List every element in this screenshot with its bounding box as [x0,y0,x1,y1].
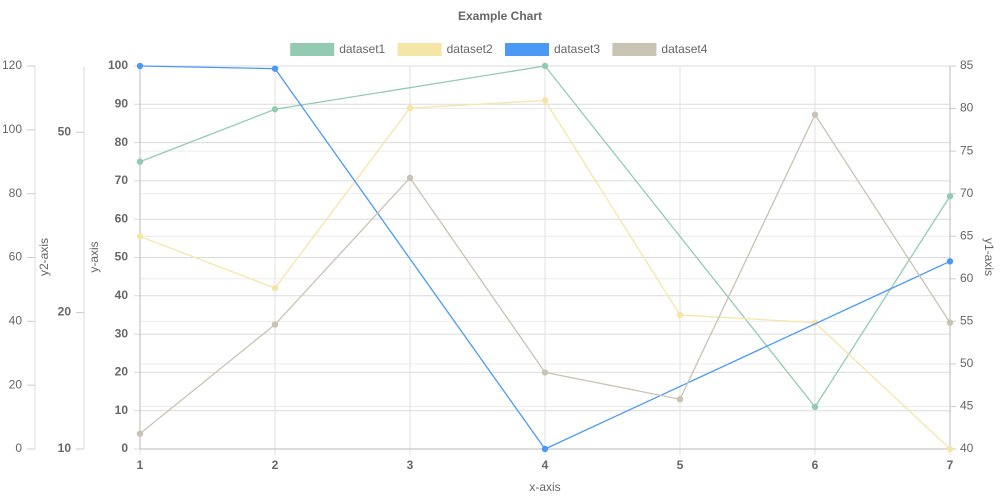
legend-label: dataset1 [339,42,385,56]
x-tick-label: 6 [812,458,819,472]
line-segment [274,107,411,289]
y1-axis-title: y1-axis [982,238,996,276]
legend-swatch [612,43,657,56]
line-segment [814,114,951,323]
y-tick-label: 10 [115,403,129,417]
y-tick-label: 30 [115,326,129,340]
line-segment [139,65,276,70]
y2-tick-label: 10 [58,441,72,455]
y1-tick-label: 45 [960,399,974,413]
line-segment [544,371,681,400]
x-axis-title: x-axis [529,480,560,494]
legend-label: dataset3 [554,42,600,56]
data-point [541,62,549,70]
line-segment [409,177,546,373]
data-point [136,62,144,70]
data-point [136,158,144,165]
y3-tick-label: 60 [9,250,23,264]
data-point [271,65,279,72]
y-tick-label: 60 [115,211,129,225]
legend-label: dataset4 [661,42,707,56]
data-point [541,369,549,376]
chart-title: Example Chart [458,9,542,23]
line-segment [814,322,951,450]
legend-swatch [397,43,442,56]
data-point [271,106,279,113]
line-segment [139,235,276,289]
line-segment [274,68,546,450]
data-point [136,430,144,437]
data-point [271,284,279,292]
y-tick-label: 50 [115,250,129,264]
y3-tick-label: 40 [9,314,23,328]
legend-swatch [505,43,549,56]
line-segment [274,177,411,325]
y-tick-label: 40 [115,288,129,302]
line-segment [544,65,816,408]
y-tick-label: 0 [121,441,128,455]
y1-tick-label: 85 [960,58,974,72]
y-tick-label: 70 [115,173,129,187]
y1-tick-label: 40 [960,441,974,455]
data-point [676,311,684,319]
y1-tick-label: 75 [960,143,974,157]
y-tick-label: 80 [115,135,129,149]
y-tick-label: 20 [115,365,129,379]
data-point [946,193,954,200]
data-point [811,111,819,118]
x-tick-label: 4 [542,458,549,472]
y1-tick-label: 70 [960,186,974,200]
x-tick-label: 3 [407,458,414,472]
y-tick-label: 90 [115,96,129,110]
y1-tick-label: 80 [960,101,974,115]
data-point [406,104,414,112]
data-point [541,97,549,104]
data-point [811,403,819,411]
line-segment [814,195,951,408]
data-point [946,445,954,453]
legend-label: dataset2 [447,42,493,56]
y1-tick-label: 55 [960,314,974,328]
line-segment [139,108,276,163]
y3-tick-label: 0 [15,441,22,455]
y3-tick-label: 120 [2,58,22,72]
y2-tick-label: 50 [58,124,72,138]
y1-tick-label: 65 [960,228,974,242]
x-tick-label: 7 [947,458,954,472]
x-tick-label: 5 [677,458,684,472]
x-tick-label: 2 [272,458,279,472]
y2-tick-label: 20 [58,305,72,319]
data-point [946,258,954,265]
data-point [136,233,144,240]
y3-tick-label: 80 [9,186,23,200]
legend-swatch [290,43,335,56]
y-tick-label: 100 [108,58,128,72]
y2-axis-title: y2-axis [37,238,51,276]
line-segment [409,99,546,109]
y3-tick-label: 20 [9,377,23,391]
line-segment [274,65,546,110]
x-tick-label: 1 [137,458,144,472]
line-segment [679,314,816,324]
line-segment [544,260,951,450]
y3-tick-label: 100 [2,122,22,136]
line-segment [139,324,276,435]
data-point [406,174,414,182]
y1-tick-label: 50 [960,356,974,370]
y1-tick-label: 60 [960,271,974,285]
data-point [271,321,279,328]
data-point [676,396,684,403]
y-axis-title: y-axis [87,241,101,272]
data-point [541,445,549,453]
line-segment [679,114,816,400]
line-segment [544,100,681,316]
data-point [946,319,954,326]
